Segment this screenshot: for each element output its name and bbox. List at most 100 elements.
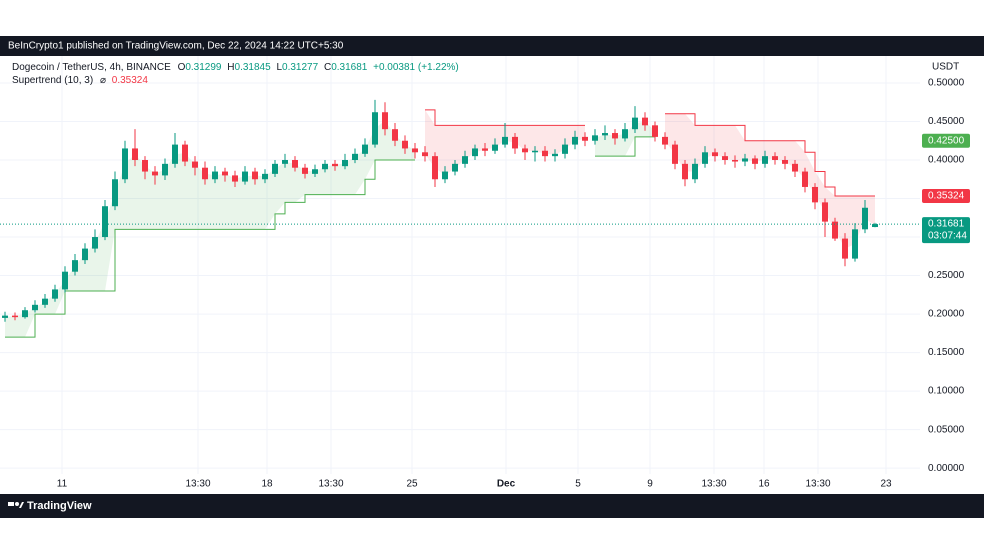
candle-body: [62, 271, 68, 290]
candle-body: [22, 310, 28, 318]
candle-body: [802, 171, 808, 187]
candle-body: [322, 163, 328, 170]
x-tick-label: 11: [57, 479, 68, 490]
x-tick-label: 18: [261, 479, 273, 490]
candle-body: [622, 129, 628, 139]
y-tick-label: 0.20000: [928, 309, 965, 320]
x-tick-label: 23: [880, 479, 892, 490]
candle-body: [572, 136, 578, 145]
candle-body: [762, 156, 768, 164]
supertrend-line: [425, 109, 585, 126]
candle-body: [242, 171, 248, 182]
candle-body: [232, 175, 238, 182]
candle-body: [342, 159, 348, 167]
candle-body: [402, 140, 408, 149]
candle-body: [352, 153, 358, 160]
candle-body: [702, 152, 708, 164]
candle-body: [642, 117, 648, 126]
candle-body: [532, 150, 538, 153]
candle-body: [432, 156, 438, 180]
candle-body: [832, 221, 838, 239]
candle-body: [292, 159, 298, 168]
candle-body: [312, 169, 318, 174]
ohlc-letter: C: [324, 62, 331, 73]
price-tag: [922, 133, 970, 148]
price-tag-label: 0.42500: [928, 135, 965, 146]
candle-body: [612, 133, 618, 139]
x-tick-label: 13:30: [318, 479, 343, 490]
x-tick-label: 9: [647, 479, 653, 490]
candle-body: [262, 173, 268, 180]
candle-body: [372, 112, 378, 145]
candle-body: [422, 152, 428, 157]
candle-body: [772, 156, 778, 160]
header-bar: [0, 36, 984, 56]
y-tick-label: 0.00000: [928, 463, 965, 474]
supertrend-line: [665, 113, 875, 197]
candle-body: [552, 153, 558, 157]
ohlc-value: 0.31681: [331, 62, 368, 73]
candle-body: [252, 171, 258, 180]
candle-body: [782, 159, 788, 164]
candle-body: [522, 148, 528, 153]
candle-body: [302, 167, 308, 174]
supertrend-line: [5, 159, 415, 338]
candle-body: [172, 144, 178, 164]
candle-body: [192, 161, 198, 168]
candle-body: [52, 289, 58, 299]
indicator-name: Supertrend (10, 3): [12, 75, 93, 86]
candle-body: [592, 135, 598, 141]
symbol: Dogecoin / TetherUS, 4h, BINANCE: [12, 62, 171, 73]
tv-logo: [8, 502, 24, 508]
countdown-label: 03:07:44: [928, 231, 967, 242]
candle-body: [632, 117, 638, 130]
candle-body: [582, 136, 588, 141]
ohlc-value: 0.31845: [235, 62, 272, 73]
y-tick-label: 0.40000: [928, 155, 965, 166]
x-tick-label: 25: [406, 479, 418, 490]
candle-body: [92, 237, 98, 249]
price-tag-label: 0.35324: [928, 191, 965, 202]
price-tag: [922, 189, 970, 204]
candle-body: [212, 171, 218, 180]
y-tick-label: 0.10000: [928, 386, 965, 397]
candle-body: [502, 136, 508, 145]
x-tick-label: Dec: [497, 479, 516, 490]
candle-body: [722, 156, 728, 160]
candle-body: [42, 298, 48, 305]
candle-body: [102, 206, 108, 238]
x-tick-label: 13:30: [185, 479, 210, 490]
candle-body: [122, 148, 128, 180]
candle-body: [452, 163, 458, 172]
indicator-line: Supertrend (10, 3) ⌀ 0.35324: [12, 75, 148, 86]
candle-body: [862, 207, 868, 230]
candle-body: [282, 159, 288, 164]
candle-body: [412, 148, 418, 153]
candle-body: [12, 315, 18, 318]
candle-body: [872, 224, 878, 228]
y-tick-label: 0.05000: [928, 424, 965, 435]
candle-body: [492, 144, 498, 151]
candle-body: [842, 238, 848, 259]
candle-body: [82, 248, 88, 261]
candle-body: [662, 136, 668, 145]
ohlc-value: 0.31299: [185, 62, 222, 73]
candle-body: [752, 158, 758, 164]
y-tick-label: 0.45000: [928, 116, 965, 127]
footer-brand: TradingView: [27, 500, 92, 512]
candle-body: [732, 159, 738, 162]
y-tick-label: 0.25000: [928, 270, 965, 281]
candle-body: [132, 148, 138, 160]
ohlc-letter: O: [178, 62, 186, 73]
candle-body: [462, 156, 468, 164]
x-tick-label: 5: [575, 479, 581, 490]
symbol-line: Dogecoin / TetherUS, 4h, BINANCE O0.3129…: [12, 62, 459, 73]
candle-body: [182, 144, 188, 162]
candle-body: [392, 129, 398, 141]
candle-body: [822, 202, 828, 222]
candle-body: [152, 171, 158, 176]
candle-body: [472, 148, 478, 157]
candle-body: [112, 179, 118, 207]
candle-body: [562, 144, 568, 154]
candle-body: [482, 148, 488, 151]
